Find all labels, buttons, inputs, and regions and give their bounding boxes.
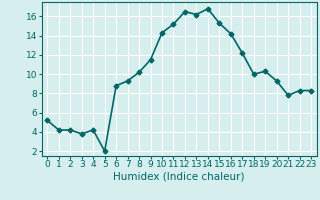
X-axis label: Humidex (Indice chaleur): Humidex (Indice chaleur) (114, 172, 245, 182)
